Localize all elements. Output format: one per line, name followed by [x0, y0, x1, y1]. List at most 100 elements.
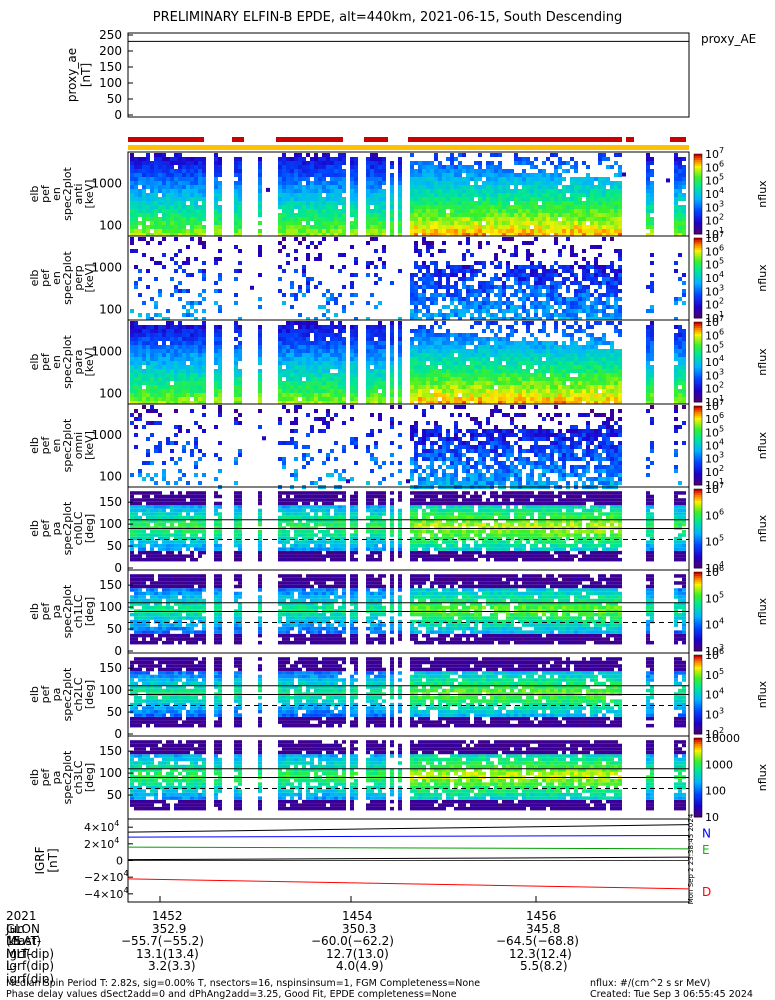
spectrogram-pixel	[470, 289, 474, 293]
spectrogram-pixel	[150, 201, 154, 205]
spectrogram-pixel	[338, 225, 342, 229]
spectrogram-pixel	[142, 377, 146, 381]
spectrogram-pixel	[550, 189, 554, 193]
spectrogram-pixel	[166, 217, 170, 221]
spectrogram-pixel	[506, 297, 510, 301]
spectrogram-pixel	[454, 285, 458, 289]
spectrogram-pixel	[326, 345, 330, 349]
spectrogram-pixel	[530, 301, 534, 305]
spectrogram-pixel	[438, 385, 442, 389]
spectrogram-pixel	[198, 161, 202, 165]
spectrogram-pixel	[458, 169, 462, 173]
spectrogram-pixel	[170, 341, 174, 345]
spectrogram-pixel	[322, 229, 326, 233]
spectrogram-pixel	[494, 369, 498, 373]
spectrogram-pixel	[446, 357, 450, 361]
spectrogram-pixel	[614, 273, 618, 277]
spectrogram-pixel	[338, 157, 342, 161]
spectrogram-pixel	[318, 217, 322, 221]
spectrogram-pixel	[606, 389, 610, 393]
spectrogram-pixel	[238, 249, 242, 253]
spectrogram-pixel	[130, 193, 134, 197]
spectrogram-pixel	[538, 197, 542, 201]
spectrogram-pixel	[434, 197, 438, 201]
spectrogram-pixel	[130, 217, 134, 221]
spectrogram-pixel	[214, 225, 218, 229]
spectrogram-pixel	[530, 229, 534, 233]
spectrogram-pixel	[318, 373, 322, 377]
spectrogram-pixel	[646, 157, 650, 161]
spectrogram-pixel	[514, 357, 518, 361]
spectrogram-pixel	[466, 277, 470, 281]
spectrogram-pixel	[258, 233, 262, 237]
spectrogram-pixel	[430, 229, 434, 233]
spectrogram-pixel	[314, 245, 318, 249]
spectrogram-pixel	[558, 221, 562, 225]
spectrogram-pixel	[218, 357, 222, 361]
spectrogram-pixel	[378, 377, 382, 381]
spectrogram-pixel	[434, 189, 438, 193]
spectrogram-pixel	[302, 173, 306, 177]
spectrogram-pixel	[646, 333, 650, 337]
spectrogram-pixel	[238, 329, 242, 333]
spectrogram-pixel	[354, 257, 358, 261]
spectrogram-pixel	[290, 217, 294, 221]
spectrogram-pixel	[570, 325, 574, 329]
spectrogram-pixel	[166, 365, 170, 369]
spectrogram-pixel	[510, 361, 514, 365]
spectrogram-pixel	[490, 373, 494, 377]
spectrogram-pixel	[566, 277, 570, 281]
spectrogram-pixel	[530, 273, 534, 277]
spectrogram-pixel	[214, 369, 218, 373]
spectrogram-pixel	[610, 321, 614, 325]
spectrogram-pixel	[294, 169, 298, 173]
spectrogram-pixel	[582, 377, 586, 381]
spectrogram-pixel	[342, 233, 346, 237]
spectrogram-pixel	[458, 229, 462, 233]
spectrogram-pixel	[338, 213, 342, 217]
spectrogram-pixel	[586, 317, 590, 321]
spectrogram-pixel	[334, 193, 338, 197]
spectrogram-pixel	[434, 181, 438, 185]
spectrogram-pixel	[562, 313, 566, 317]
spectrogram-pixel	[374, 201, 378, 205]
spectrogram-pixel	[534, 401, 538, 405]
spectrogram-pixel	[390, 165, 394, 169]
spectrogram-pixel	[214, 209, 218, 213]
spectrogram-pixel	[434, 389, 438, 393]
spectrogram-pixel	[198, 393, 202, 397]
spectrogram-pixel	[410, 205, 414, 209]
spectrogram-pixel	[294, 157, 298, 161]
spectrogram-pixel	[442, 285, 446, 289]
spectrogram-pixel	[142, 461, 146, 465]
spectrogram-pixel	[354, 221, 358, 225]
spectrogram-pixel	[614, 401, 618, 405]
spectrogram-pixel	[410, 365, 414, 369]
spectrogram-pixel	[502, 313, 506, 317]
spectrogram-pixel	[378, 209, 382, 213]
spectrogram-pixel	[462, 389, 466, 393]
spectrogram-pixel	[470, 209, 474, 213]
spectrogram-pixel	[518, 269, 522, 273]
spectrogram-pixel	[434, 373, 438, 377]
spectrogram-pixel	[426, 269, 430, 273]
spectrogram-pixel	[238, 185, 242, 189]
spectrogram-pixel	[198, 221, 202, 225]
spectrogram-pixel	[186, 401, 190, 405]
spectrogram-pixel	[158, 261, 162, 265]
spectrogram-pixel	[594, 217, 598, 221]
spectrogram-pixel	[526, 361, 530, 365]
spectrogram-pixel	[458, 289, 462, 293]
spectrogram-pixel	[174, 229, 178, 233]
spectrogram-pixel	[198, 205, 202, 209]
spectrogram-pixel	[302, 273, 306, 277]
spectrogram-pixel	[326, 389, 330, 393]
spectrogram-pixel	[430, 317, 434, 321]
spectrogram-pixel	[158, 209, 162, 213]
spectrogram-pixel	[554, 181, 558, 185]
spectrogram-pixel	[474, 217, 478, 221]
spectrogram-pixel	[298, 349, 302, 353]
spectrogram-pixel	[322, 393, 326, 397]
spectrogram-pixel	[542, 173, 546, 177]
spectrogram-pixel	[450, 361, 454, 365]
